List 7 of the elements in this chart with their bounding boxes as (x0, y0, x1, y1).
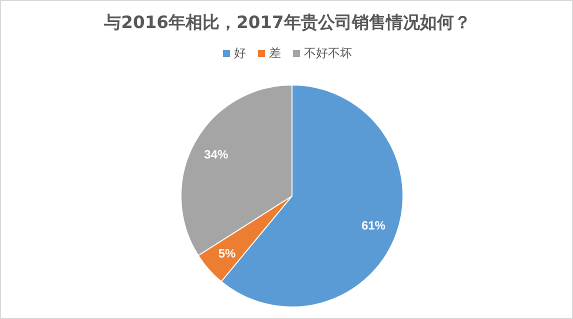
data-label: 61% (361, 218, 386, 232)
chart-title: 与2016年相比，2017年贵公司销售情况如何？ (103, 12, 472, 34)
data-label: 34% (204, 147, 228, 162)
data-label: 5% (218, 246, 236, 260)
legend-label: 不好不坏 (304, 45, 352, 62)
legend-label: 好 (234, 45, 246, 62)
legend-label: 差 (269, 45, 281, 62)
